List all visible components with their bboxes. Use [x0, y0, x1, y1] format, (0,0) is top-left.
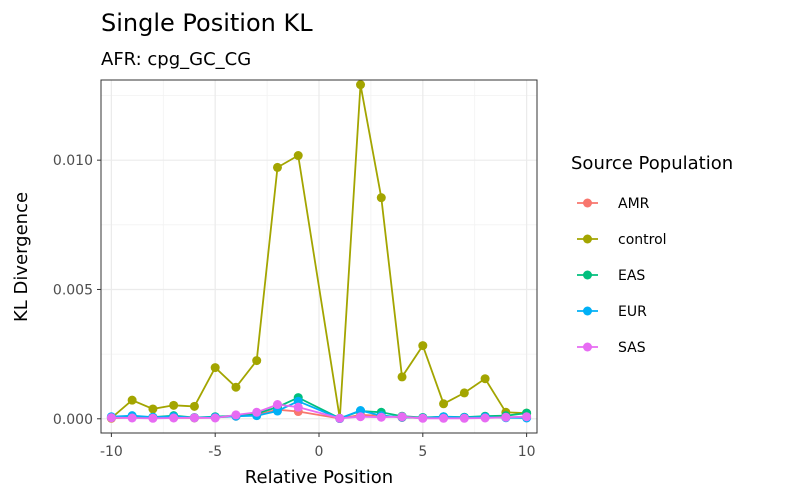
data-point	[169, 400, 179, 410]
legend-title: Source Population	[571, 153, 733, 174]
data-point	[272, 400, 282, 410]
data-point	[459, 388, 469, 398]
data-point	[397, 372, 407, 382]
legend-key-point	[583, 306, 592, 316]
y-axis: 0.000 0.005 0.010	[53, 153, 101, 428]
data-point	[189, 413, 199, 423]
data-point	[272, 406, 282, 416]
y-axis-title: KL Divergence	[11, 192, 32, 322]
y-tick-label: 0.005	[53, 282, 93, 298]
series-sas	[106, 400, 532, 423]
x-tick-label: -10	[100, 444, 123, 460]
data-point	[127, 395, 137, 405]
data-point	[252, 407, 262, 417]
data-point	[252, 356, 262, 366]
data-point	[169, 413, 179, 423]
data-point	[335, 413, 345, 423]
data-point	[439, 399, 449, 409]
data-point	[148, 413, 158, 423]
data-point	[293, 151, 303, 161]
legend-label: EUR	[618, 304, 647, 320]
x-axis: -10 -5 0 5 10	[100, 433, 536, 460]
legend-key-point	[583, 234, 592, 244]
data-point	[480, 413, 490, 423]
y-tick-label: 0.000	[53, 412, 93, 428]
series-layer	[106, 80, 532, 424]
data-point	[231, 382, 241, 392]
x-axis-title: Relative Position	[245, 467, 393, 488]
data-point	[231, 410, 241, 420]
legend-item-eas: EAS	[577, 268, 645, 284]
chart-title: Single Position KL	[101, 9, 313, 37]
legend-key-point	[583, 342, 592, 352]
data-point	[127, 413, 137, 423]
data-point	[356, 80, 366, 90]
data-point	[356, 412, 366, 422]
data-point	[501, 412, 511, 422]
data-point	[210, 363, 220, 373]
data-point	[439, 413, 449, 423]
legend-label: control	[618, 232, 667, 248]
data-point	[418, 413, 428, 423]
legend-item-control: control	[577, 232, 667, 248]
legend-label: EAS	[618, 268, 645, 284]
legend-item-amr: AMR	[577, 196, 650, 212]
data-point	[376, 193, 386, 203]
y-tick-label: 0.010	[53, 153, 93, 169]
data-point	[418, 341, 428, 351]
x-tick-label: 5	[418, 444, 427, 460]
data-point	[522, 412, 532, 422]
data-point	[480, 374, 490, 384]
legend-key-point	[583, 198, 592, 208]
legend-item-eur: EUR	[577, 304, 647, 320]
legend-label: SAS	[618, 340, 646, 356]
data-point	[106, 413, 116, 423]
chart-subtitle: AFR: cpg_GC_CG	[101, 49, 251, 70]
x-tick-label: 10	[518, 444, 536, 460]
x-tick-label: 0	[315, 444, 324, 460]
data-point	[397, 412, 407, 422]
data-point	[148, 404, 158, 414]
legend-key-point	[583, 270, 592, 280]
data-point	[293, 402, 303, 412]
data-point	[272, 162, 282, 172]
x-tick-label: -5	[208, 444, 222, 460]
data-point	[210, 413, 220, 423]
data-point	[189, 401, 199, 411]
data-point	[356, 406, 366, 416]
legend: Source Population AMR control EAS EUR SAS	[571, 153, 733, 356]
legend-label: AMR	[618, 196, 650, 212]
data-point	[376, 412, 386, 422]
legend-item-sas: SAS	[577, 340, 646, 356]
data-point	[459, 413, 469, 423]
